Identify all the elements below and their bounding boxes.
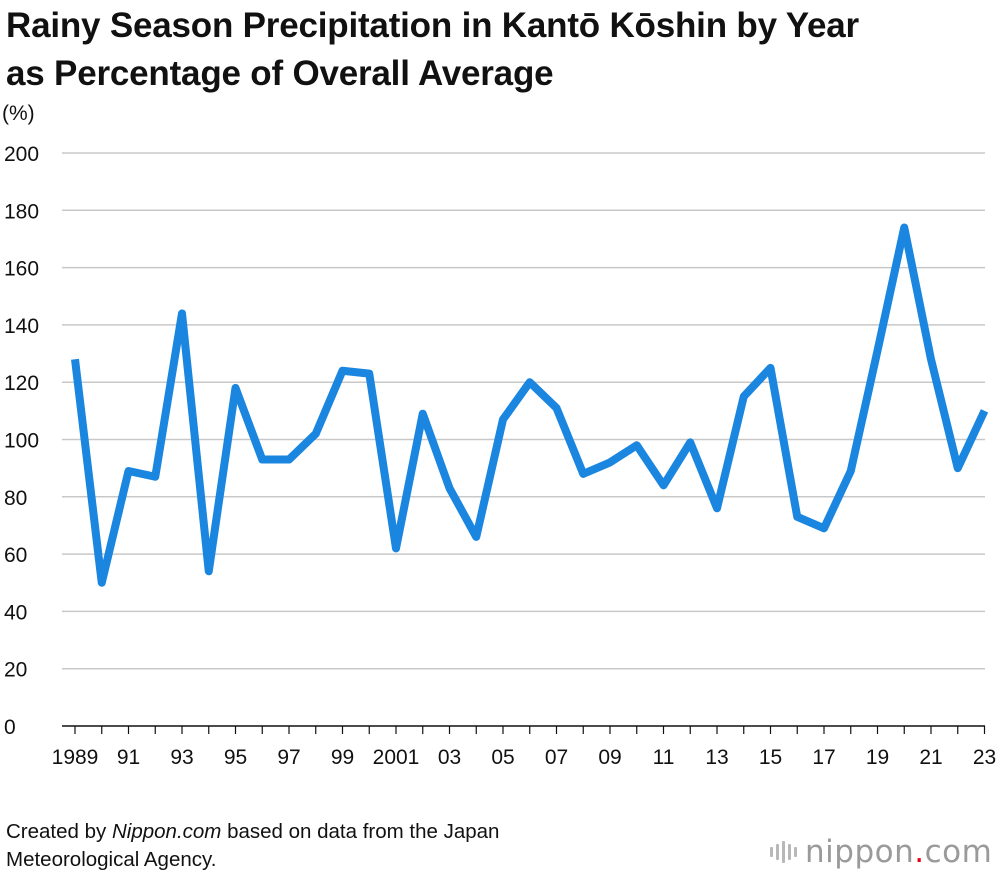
x-tick-label-17: 17 <box>812 746 835 769</box>
data-point-1998 <box>315 433 316 434</box>
logo-bars-icon <box>770 841 797 863</box>
source-credit: Created by Nippon.com based on data from… <box>6 820 500 871</box>
data-point-1992 <box>155 476 156 477</box>
data-point-2011 <box>663 485 664 486</box>
line-chart: (%) 0 20 40 60 80 100 120 140 160 180 200 1989 91 93 95… <box>2 102 996 769</box>
data-point-1990 <box>101 582 102 583</box>
data-point-2001 <box>396 548 397 549</box>
data-point-2000 <box>369 373 370 374</box>
data-point-2005 <box>503 419 504 420</box>
x-tick-label-21: 21 <box>919 746 942 769</box>
data-point-2017 <box>824 528 825 529</box>
data-point-2007 <box>556 407 557 408</box>
y-tick-label-180: 180 <box>4 200 39 223</box>
x-tick-label-15: 15 <box>759 746 782 769</box>
y-tick-label-0: 0 <box>4 716 16 739</box>
x-tick-label-93: 93 <box>170 746 193 769</box>
y-tick-label-20: 20 <box>4 659 27 682</box>
series-line-0 <box>71 223 989 587</box>
y-tick-label-200: 200 <box>4 143 39 166</box>
x-tick-label-97: 97 <box>277 746 300 769</box>
x-tick-label-91: 91 <box>117 746 140 769</box>
data-point-2013 <box>717 508 718 509</box>
x-tick-label-23: 23 <box>973 746 996 769</box>
data-point-1991 <box>128 471 129 472</box>
data-point-2006 <box>529 382 530 383</box>
data-point-1995 <box>235 387 236 388</box>
x-tick-label-19: 19 <box>866 746 889 769</box>
y-tick-label-140: 140 <box>4 315 39 338</box>
data-point-2021 <box>931 359 932 360</box>
x-tick-label-99: 99 <box>331 746 354 769</box>
data-point-2020 <box>904 227 905 228</box>
y-tick-label-120: 120 <box>4 372 39 395</box>
y-tick-label-80: 80 <box>4 487 27 510</box>
data-point-2008 <box>583 473 584 474</box>
logo-dot: . <box>914 834 925 870</box>
x-tick-label-13: 13 <box>705 746 728 769</box>
data-point-2012 <box>690 442 691 443</box>
x-tick-label-05: 05 <box>491 746 514 769</box>
credit-source: Nippon.com <box>111 820 222 843</box>
data-point-2022 <box>957 468 958 469</box>
data-point-1989 <box>75 359 76 360</box>
data-point-2016 <box>797 516 798 517</box>
x-tick-label-11: 11 <box>653 746 675 769</box>
data-point-2009 <box>610 462 611 463</box>
y-tick-label-160: 160 <box>4 258 39 281</box>
chart-title-line-1: Rainy Season Precipitation in Kantō Kōsh… <box>6 6 859 45</box>
data-point-1997 <box>289 459 290 460</box>
chart-title: Rainy Season Precipitation in Kantō Kōsh… <box>6 2 996 98</box>
x-tick-label-09: 09 <box>598 746 621 769</box>
y-axis-unit-label: (%) <box>2 102 35 125</box>
data-point-2019 <box>877 350 878 351</box>
data-point-2002 <box>422 413 423 414</box>
data-point-1993 <box>182 313 183 314</box>
y-tick-label-40: 40 <box>4 601 27 624</box>
data-point-2018 <box>850 471 851 472</box>
data-point-2003 <box>449 488 450 489</box>
data-point-1996 <box>262 459 263 460</box>
y-tick-label-60: 60 <box>4 544 27 567</box>
x-tick-label-1989: 1989 <box>52 746 99 769</box>
x-tick-label-07: 07 <box>545 746 568 769</box>
data-point-1999 <box>342 370 343 371</box>
logo-wordmark: nippon.com <box>805 834 993 870</box>
data-point-1994 <box>208 571 209 572</box>
data-point-2004 <box>476 536 477 537</box>
data-point-2010 <box>636 445 637 446</box>
x-tick-label-03: 03 <box>438 746 461 769</box>
y-tick-label-100: 100 <box>4 430 39 453</box>
nippon-logo: nippon.com <box>770 832 996 872</box>
chart-title-line-2: as Percentage of Overall Average <box>6 54 554 93</box>
data-point-2023 <box>984 410 985 411</box>
x-tick-label-2001: 2001 <box>373 746 420 769</box>
x-tick-label-95: 95 <box>224 746 247 769</box>
data-point-2014 <box>743 396 744 397</box>
data-point-2015 <box>770 367 771 368</box>
